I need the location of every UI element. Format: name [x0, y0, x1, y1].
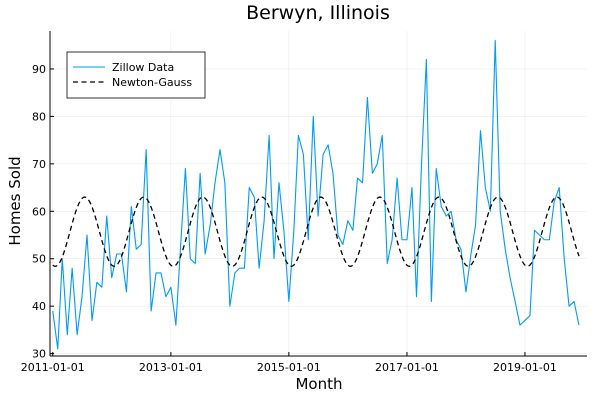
- axes: 2011-01-01 2013-01-01 2015-01-01 2017-01-01…: [21, 31, 587, 374]
- zillow-data-series-line: [52, 39, 580, 350]
- x-tick-label: 2015-01-01: [257, 361, 321, 374]
- x-tick-label: 2017-01-01: [375, 361, 439, 374]
- legend-box: [66, 51, 206, 99]
- x-axis-label: Month: [295, 375, 342, 393]
- x-tick-label: 2019-01-01: [493, 361, 557, 374]
- y-tick-label: 90: [32, 63, 46, 76]
- y-tick-label: 70: [32, 158, 46, 171]
- series-layer: [52, 39, 580, 350]
- newton-gauss-series-line: [52, 196, 580, 267]
- legend-label: Newton-Gauss: [112, 76, 192, 89]
- y-tick-label: 80: [32, 110, 46, 123]
- y-tick-label: 50: [32, 253, 46, 266]
- chart-title: Berwyn, Illinois: [246, 2, 390, 24]
- y-tick-label: 60: [32, 205, 46, 218]
- x-tick-label: 2013-01-01: [139, 361, 203, 374]
- y-tick-label: 40: [32, 300, 46, 313]
- x-tick-label: 2011-01-01: [21, 361, 85, 374]
- y-axis-label: Homes Sold: [6, 156, 24, 245]
- y-tick-label: 30: [32, 348, 46, 361]
- legend-label: Zillow Data: [112, 61, 174, 74]
- legend: Zillow Data Newton-Gauss: [66, 51, 206, 99]
